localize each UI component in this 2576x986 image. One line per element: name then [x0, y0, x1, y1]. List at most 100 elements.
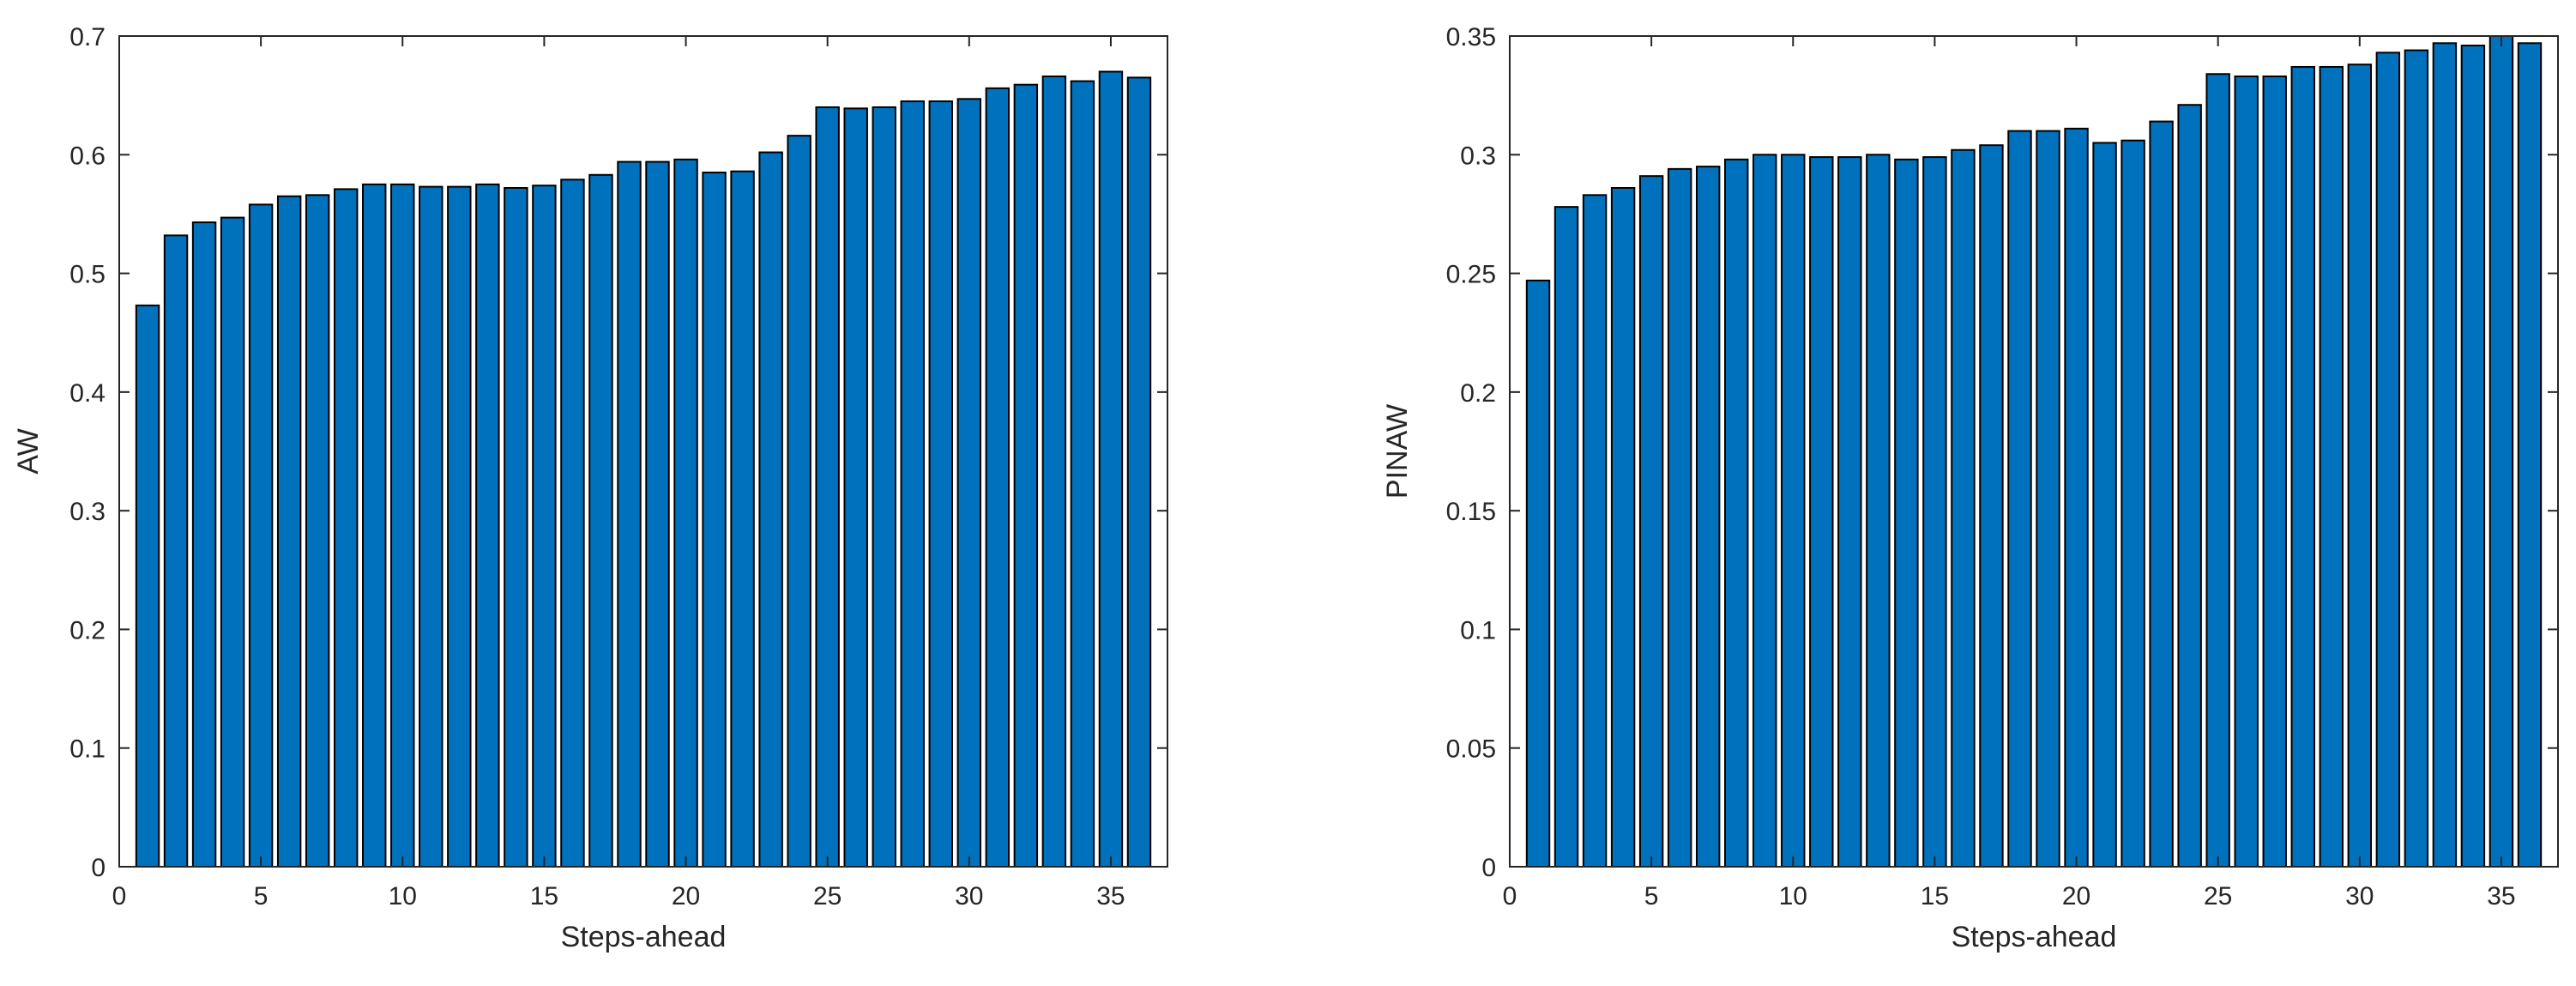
y-tick-label: 0.4	[69, 379, 106, 408]
bar-25	[2205, 73, 2230, 868]
bar-5	[1638, 175, 1664, 868]
x-tick-label: 10	[389, 882, 417, 910]
x-tick-label: 25	[2204, 882, 2232, 910]
bar-1	[1525, 279, 1551, 868]
y-tick-label: 0.7	[69, 23, 106, 51]
bar-26	[2234, 76, 2259, 868]
bar-4	[1610, 187, 1636, 868]
axes-box	[118, 35, 1168, 868]
bar-14	[1894, 158, 1919, 868]
x-axis-label: Steps-ahead	[561, 921, 727, 953]
bar-29	[928, 100, 953, 868]
y-tick-label: 0.05	[1446, 735, 1496, 764]
y-axis-label: AW	[12, 428, 45, 475]
y-tick-label: 0.5	[69, 261, 106, 289]
y-tick-label: 0	[1481, 854, 1496, 882]
bar-7	[1695, 166, 1721, 868]
bar-36	[2517, 42, 2543, 868]
y-tick-label: 0.3	[69, 498, 106, 526]
bar-5	[248, 203, 274, 868]
y-tick-label: 0.1	[69, 735, 106, 764]
axes-box	[1509, 35, 2559, 868]
bar-22	[730, 170, 755, 868]
bar-12	[447, 185, 472, 868]
bar-27	[2262, 76, 2287, 868]
bar-19	[645, 160, 670, 868]
bar-3	[191, 221, 217, 868]
x-tick-label: 15	[1921, 882, 1949, 910]
y-tick-label: 0.6	[69, 142, 106, 170]
x-tick-label: 0	[1503, 882, 1517, 910]
bar-30	[2347, 64, 2373, 868]
bar-13	[475, 183, 500, 868]
y-tick-label: 0.2	[69, 616, 106, 644]
bar-17	[1979, 144, 2004, 868]
x-tick-label: 15	[530, 882, 558, 910]
x-tick-label: 20	[2062, 882, 2090, 910]
x-tick-label: 35	[1096, 882, 1125, 910]
bar-11	[1809, 156, 1834, 868]
y-tick-label: 0.35	[1446, 23, 1496, 51]
x-tick-label: 0	[112, 882, 127, 910]
bar-35	[2489, 35, 2514, 868]
bar-10	[1781, 154, 1806, 868]
bar-2	[1553, 206, 1579, 868]
bar-16	[560, 178, 585, 868]
x-axis-label: Steps-ahead	[1952, 921, 2117, 953]
chart-panel-pinaw: 0 5 10 15 20 25 30 35 0 0.05 0.1 0.15 0.2 0.25 0.3 0.35…	[1381, 23, 2559, 953]
y-axis-label: PINAW	[1381, 404, 1414, 499]
bar-33	[1041, 76, 1067, 868]
bar-26	[843, 107, 868, 868]
bar-23	[758, 151, 783, 868]
bar-17	[588, 173, 613, 868]
bar-24	[2177, 104, 2202, 868]
bar-16	[1951, 148, 1976, 868]
bar-11	[419, 185, 443, 868]
bar-36	[1126, 76, 1152, 868]
bar-21	[702, 172, 727, 868]
bar-10	[390, 183, 415, 868]
bar-23	[2149, 120, 2174, 868]
bar-13	[1866, 154, 1891, 868]
bar-28	[2290, 65, 2315, 868]
x-tick-label: 10	[1779, 882, 1807, 910]
bar-6	[276, 195, 302, 868]
bar-21	[2092, 142, 2117, 868]
y-tick-label: 0.2	[1460, 379, 1496, 408]
bar-29	[2319, 65, 2344, 868]
y-tick-label: 0.1	[1460, 616, 1496, 644]
bar-7	[305, 194, 330, 868]
bar-27	[872, 106, 896, 868]
y-tick-label: 0.25	[1446, 261, 1496, 289]
bar-31	[985, 87, 1010, 868]
bar-3	[1582, 194, 1608, 868]
bar-28	[900, 100, 925, 868]
bar-15	[1922, 156, 1947, 868]
x-tick-label: 20	[672, 882, 700, 910]
x-tick-label: 30	[955, 882, 983, 910]
bar-9	[1753, 154, 1777, 868]
bar-20	[673, 158, 698, 868]
x-tick-label: 30	[2345, 882, 2374, 910]
bar-32	[2404, 49, 2429, 868]
y-tick-label: 0	[91, 854, 106, 882]
chart-panel-aw: 0 5 10 15 20 25 30 35 0 0.1 0.2 0.3 0.4 0.5 0.6 0.7 Step…	[12, 23, 1168, 953]
bar-25	[815, 106, 840, 868]
bar-18	[2007, 130, 2032, 868]
bar-4	[220, 216, 245, 868]
bar-35	[1098, 70, 1124, 868]
bar-32	[1013, 83, 1039, 868]
bar-6	[1667, 167, 1692, 868]
y-tick-label: 0.15	[1446, 498, 1496, 526]
x-tick-label: 35	[2487, 882, 2515, 910]
y-tick-label: 0.3	[1460, 142, 1496, 170]
bar-33	[2432, 42, 2458, 868]
bar-15	[532, 184, 557, 868]
bar-18	[617, 160, 642, 868]
bar-34	[2460, 45, 2486, 868]
x-tick-label: 25	[813, 882, 842, 910]
bar-9	[362, 183, 387, 868]
bar-12	[1837, 156, 1862, 868]
x-tick-label: 5	[1644, 882, 1659, 910]
bar-34	[1070, 80, 1095, 868]
